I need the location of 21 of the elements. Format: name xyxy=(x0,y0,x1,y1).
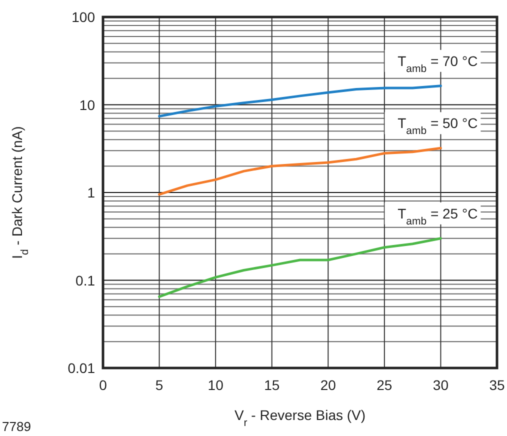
x-axis-title: V$_{r}$ - Reverse Bias (V) xyxy=(234,407,366,429)
series-label: T$_{amb}$ = 25 °C xyxy=(398,205,478,228)
x-tick-label: 25 xyxy=(376,377,392,393)
x-tick-label: 15 xyxy=(264,377,280,393)
series-label: T$_{amb}$ = 70 °C xyxy=(398,52,478,75)
y-tick-label: 1 xyxy=(87,184,96,200)
y-tick-label: 0.1 xyxy=(76,272,96,288)
x-tick-label: 35 xyxy=(489,377,505,393)
y-tick-label: 10 xyxy=(79,96,96,113)
series-label: T$_{amb}$ = 50 °C xyxy=(398,115,478,138)
x-tick-label: 20 xyxy=(320,377,336,393)
x-tick-label: 10 xyxy=(208,377,224,393)
text: 7789 xyxy=(2,419,31,434)
x-tick-label: 30 xyxy=(432,377,449,393)
line-series xyxy=(158,237,442,298)
y-tick-label: 100 xyxy=(72,9,96,25)
line-series xyxy=(158,146,442,196)
y-tick-label: 0.01 xyxy=(68,360,96,376)
x-tick-label: 0 xyxy=(99,377,108,393)
x-tick-label: 5 xyxy=(155,377,164,393)
line-series xyxy=(158,84,442,118)
